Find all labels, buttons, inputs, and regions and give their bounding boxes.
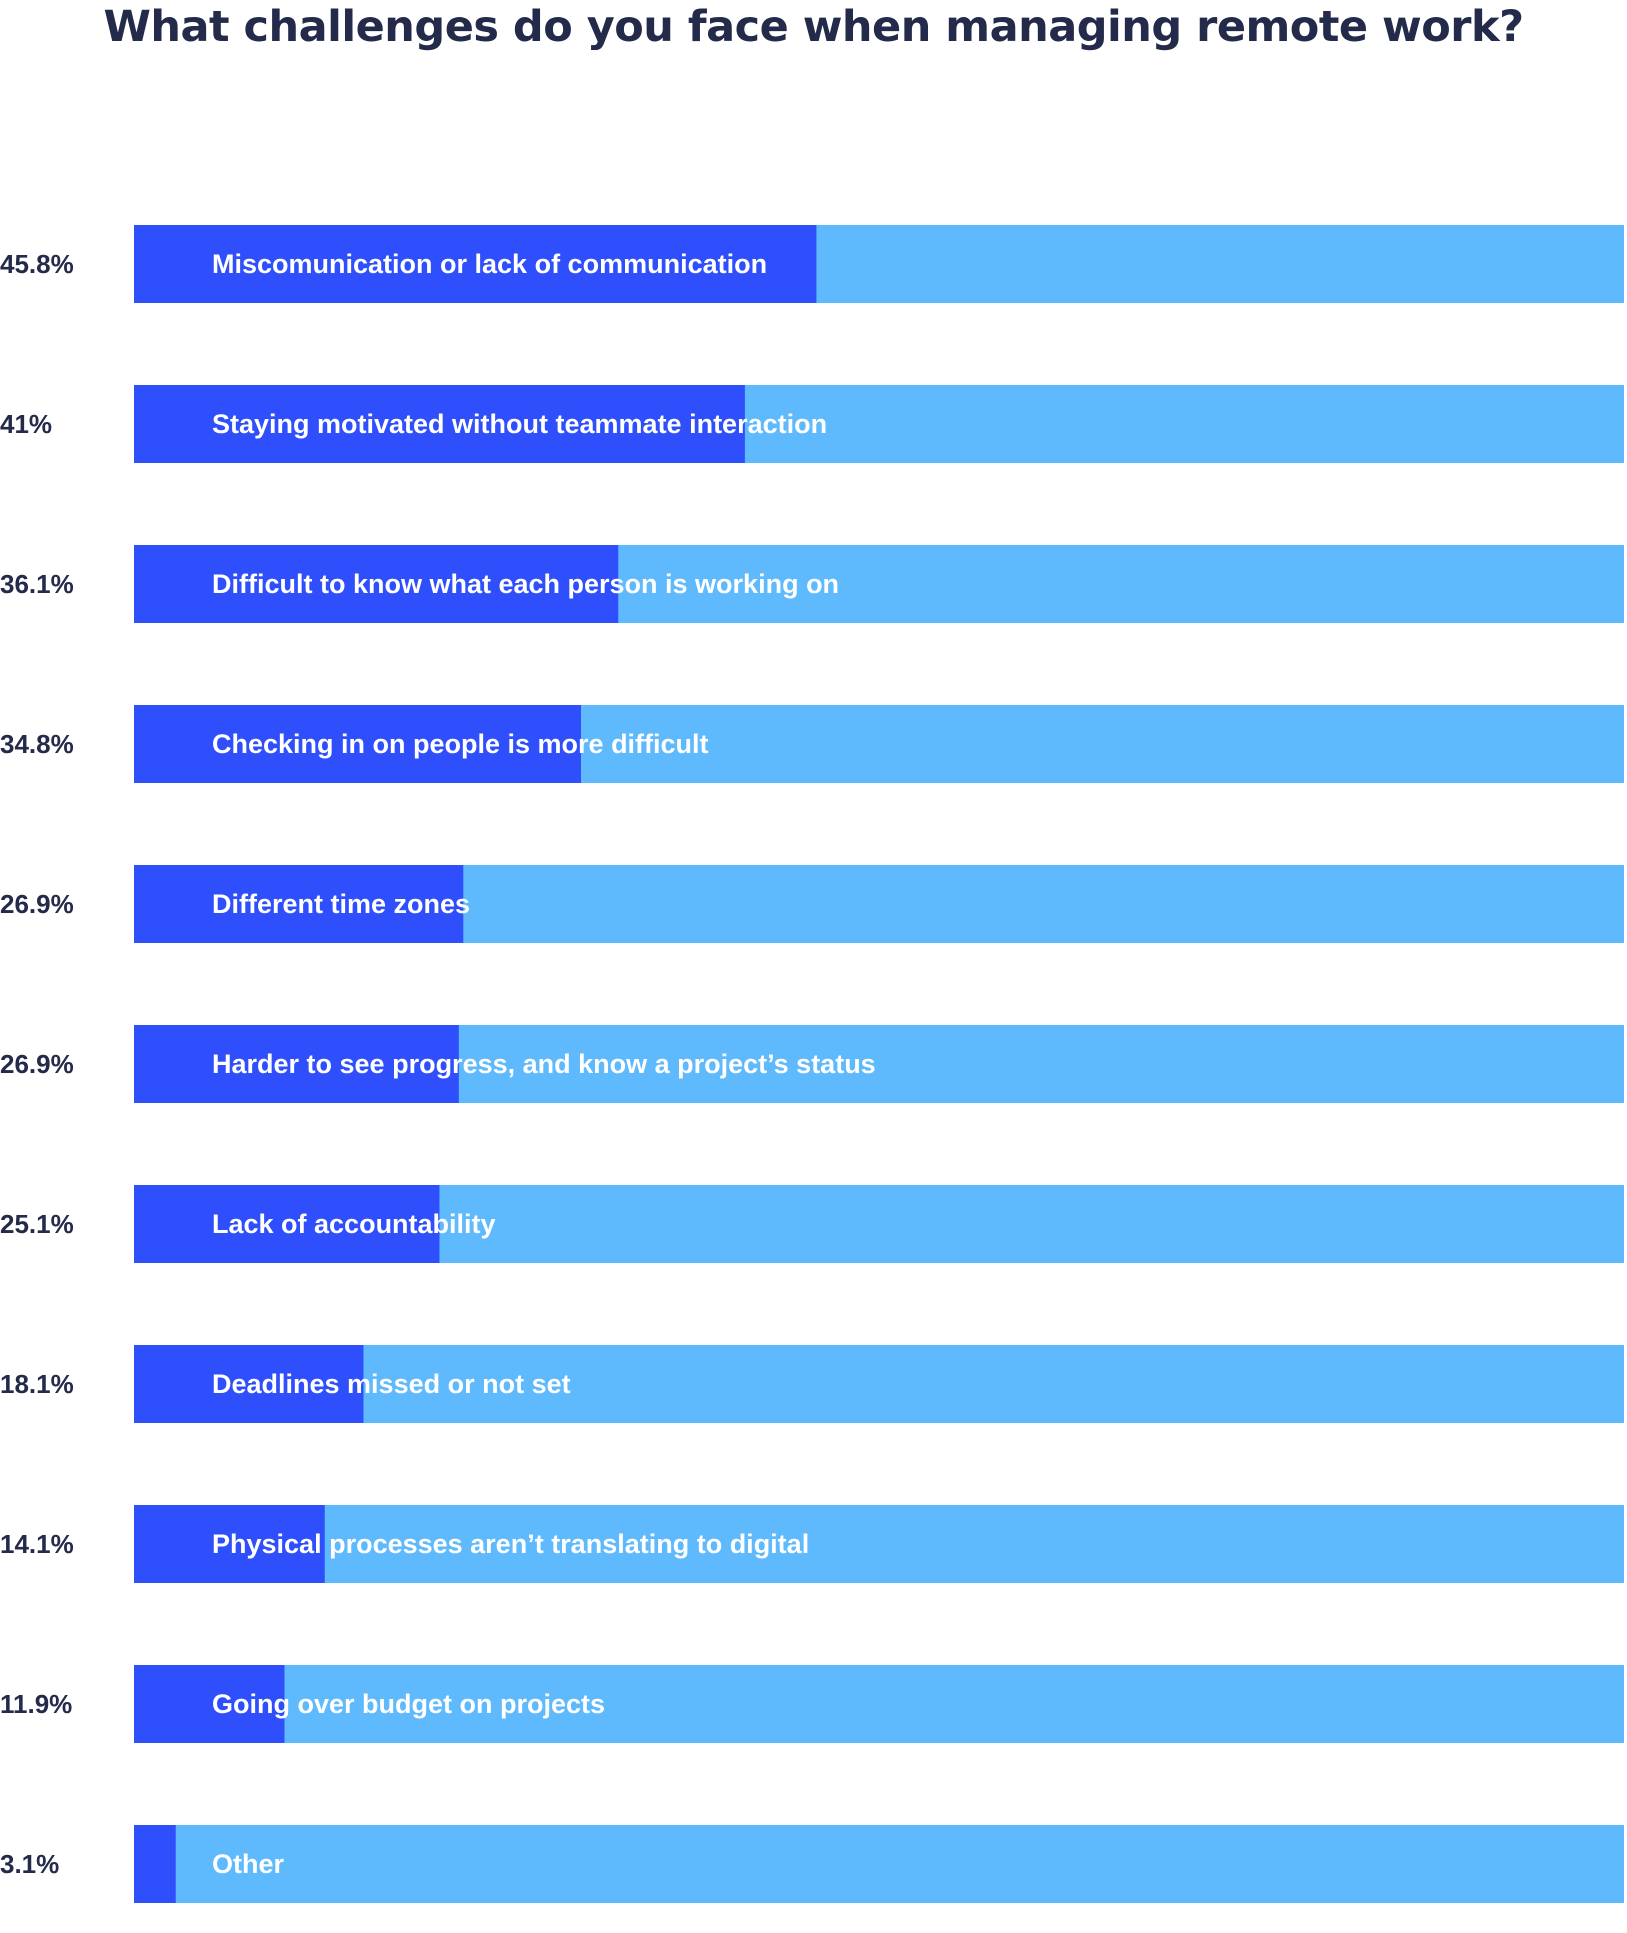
percent-label: 25.1%: [0, 1209, 74, 1239]
category-label: Staying motivated without teammate inter…: [212, 409, 827, 439]
bar-value: [134, 1825, 176, 1903]
percent-label: 41%: [0, 409, 52, 439]
category-label: Going over budget on projects: [212, 1689, 605, 1719]
category-label: Other: [212, 1849, 285, 1879]
bar-value: [134, 385, 745, 463]
bar-track: [134, 1825, 1624, 1903]
percent-label: 3.1%: [0, 1849, 59, 1879]
category-label: Checking in on people is more difficult: [212, 729, 709, 759]
bar-track: [134, 1665, 1624, 1743]
chart-title: What challenges do you face when managin…: [103, 2, 1524, 52]
bar-value: [134, 865, 464, 943]
bar-value: [134, 1345, 364, 1423]
percent-label: 36.1%: [0, 569, 74, 599]
category-label: Deadlines missed or not set: [212, 1369, 571, 1399]
bar-value: [134, 545, 619, 623]
category-label: Different time zones: [212, 889, 470, 919]
percent-label: 45.8%: [0, 249, 74, 279]
percent-label: 26.9%: [0, 889, 74, 919]
bar-track: [134, 1505, 1624, 1583]
bar-value: [134, 1025, 459, 1103]
bar-track: [134, 1345, 1624, 1423]
bar-value: [134, 225, 817, 303]
bar-value: [134, 705, 581, 783]
category-label: Lack of accountability: [212, 1209, 496, 1239]
percent-label: 11.9%: [0, 1689, 72, 1719]
category-label: Miscomunication or lack of communication: [212, 249, 767, 279]
percent-label: 34.8%: [0, 729, 74, 759]
category-label: Difficult to know what each person is wo…: [212, 569, 839, 599]
bar-value: [134, 1665, 285, 1743]
bar-value: [134, 1185, 440, 1263]
percent-label: 14.1%: [0, 1529, 74, 1559]
percent-label: 26.9%: [0, 1049, 74, 1079]
bar-value: [134, 1505, 325, 1583]
category-label: Harder to see progress, and know a proje…: [212, 1049, 876, 1079]
percent-label: 18.1%: [0, 1369, 74, 1399]
category-label: Physical processes aren’t translating to…: [212, 1529, 809, 1559]
